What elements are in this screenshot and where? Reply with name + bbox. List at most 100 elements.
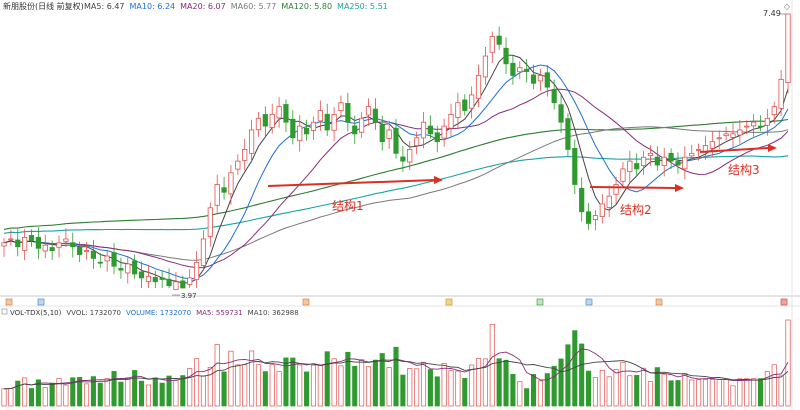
event-marker-icon[interactable] (5, 298, 13, 306)
low-price-label: 3.97 (181, 292, 197, 300)
candle (572, 139, 578, 195)
volume-bar (489, 323, 495, 407)
volume-bar (482, 358, 488, 407)
candle (771, 101, 777, 124)
volume-bar (537, 380, 543, 407)
candle (77, 241, 83, 263)
event-marker-icon[interactable] (655, 298, 663, 306)
volume-bar (138, 380, 145, 407)
volume-legend-item: MA5: 559731 (196, 309, 243, 317)
volume-bar (682, 373, 688, 407)
volume-bar (145, 384, 151, 407)
event-marker-icon[interactable] (585, 298, 593, 306)
candle (558, 94, 564, 134)
event-marker-icon[interactable] (780, 298, 788, 306)
volume-bar (310, 364, 317, 407)
volume-legend-item: VVOL: 1732070 (66, 309, 121, 317)
arrow-structure-2 (589, 186, 676, 189)
candle (620, 162, 626, 188)
volume-bar (586, 370, 592, 407)
volume-bar (620, 361, 626, 407)
candle (283, 99, 289, 132)
candle (242, 139, 248, 171)
chart-menu-icon[interactable]: ◇ (784, 2, 791, 11)
volume-legend-item: MA10: 362988 (248, 309, 299, 317)
candle (248, 119, 255, 163)
candle (235, 154, 241, 175)
event-markers[interactable] (5, 298, 788, 306)
candle (634, 153, 640, 177)
volume-bar (744, 378, 750, 407)
candle (132, 254, 138, 279)
price-header: 新朋股份(日线 前复权) MA5: 6.47 MA10: 6.24 MA20: 6.… (3, 1, 388, 11)
volume-bar (276, 371, 282, 407)
candle (420, 112, 427, 149)
volume-bar (544, 373, 550, 407)
event-marker-icon[interactable] (302, 298, 310, 306)
volume-bar (579, 343, 585, 407)
volume-header: VOL-TDX(5,10) VVOL: 1732070 VOLUME: 173207… (1, 308, 299, 317)
volume-bar (49, 382, 55, 407)
event-marker-icon[interactable] (445, 298, 453, 306)
volume-bar (434, 376, 440, 407)
volume-bar (297, 364, 303, 407)
ma-legend-item: MA120: 5.80 (281, 2, 332, 11)
volume-bar (592, 377, 598, 407)
candle (510, 55, 516, 85)
candle (675, 152, 681, 174)
indicator-toggle-icon[interactable] (1, 308, 8, 315)
volume-bar (469, 364, 475, 407)
candle (537, 68, 544, 91)
annotation-structure-1: 结构1 (332, 198, 364, 213)
candle (668, 148, 674, 169)
volume-bar (194, 358, 200, 407)
volume-bar (510, 374, 516, 407)
candle (475, 64, 482, 108)
candle (441, 118, 447, 147)
volume-bar (255, 364, 262, 407)
volume-bar (757, 378, 764, 407)
volume-bar (565, 344, 571, 407)
volume-bar (778, 375, 784, 407)
candle (345, 92, 351, 132)
volume-bar (400, 374, 406, 407)
candle (785, 13, 791, 94)
candle (716, 130, 722, 150)
volume-bar (317, 364, 323, 407)
volume-bar (709, 379, 715, 407)
candle (757, 115, 764, 132)
volume-bar (228, 350, 234, 407)
candle (640, 150, 647, 175)
volume-bar (751, 378, 757, 407)
event-marker-icon[interactable] (536, 298, 544, 306)
candle (455, 92, 461, 129)
volume-bar (159, 382, 165, 407)
candle (276, 97, 282, 128)
volume-bar (613, 369, 619, 407)
volume-bar (283, 357, 289, 407)
volume-bar (8, 388, 14, 407)
candle (8, 229, 14, 246)
candle (63, 228, 69, 248)
candle (228, 165, 234, 205)
volume-bar (496, 358, 502, 407)
candle (70, 232, 76, 258)
candle (145, 265, 152, 288)
candle (118, 257, 124, 279)
candle (434, 125, 440, 153)
volume-bar (56, 378, 62, 407)
annotation-arrows (267, 144, 777, 192)
volume-bar (668, 380, 674, 407)
candle (303, 119, 310, 141)
candle (331, 107, 337, 142)
event-marker-icon[interactable] (37, 298, 45, 306)
volume-bar (517, 381, 523, 407)
volume-bar (214, 344, 220, 407)
volume-bar (152, 377, 158, 407)
candle (262, 106, 268, 137)
candle (551, 79, 557, 110)
volume-bar (242, 364, 248, 407)
